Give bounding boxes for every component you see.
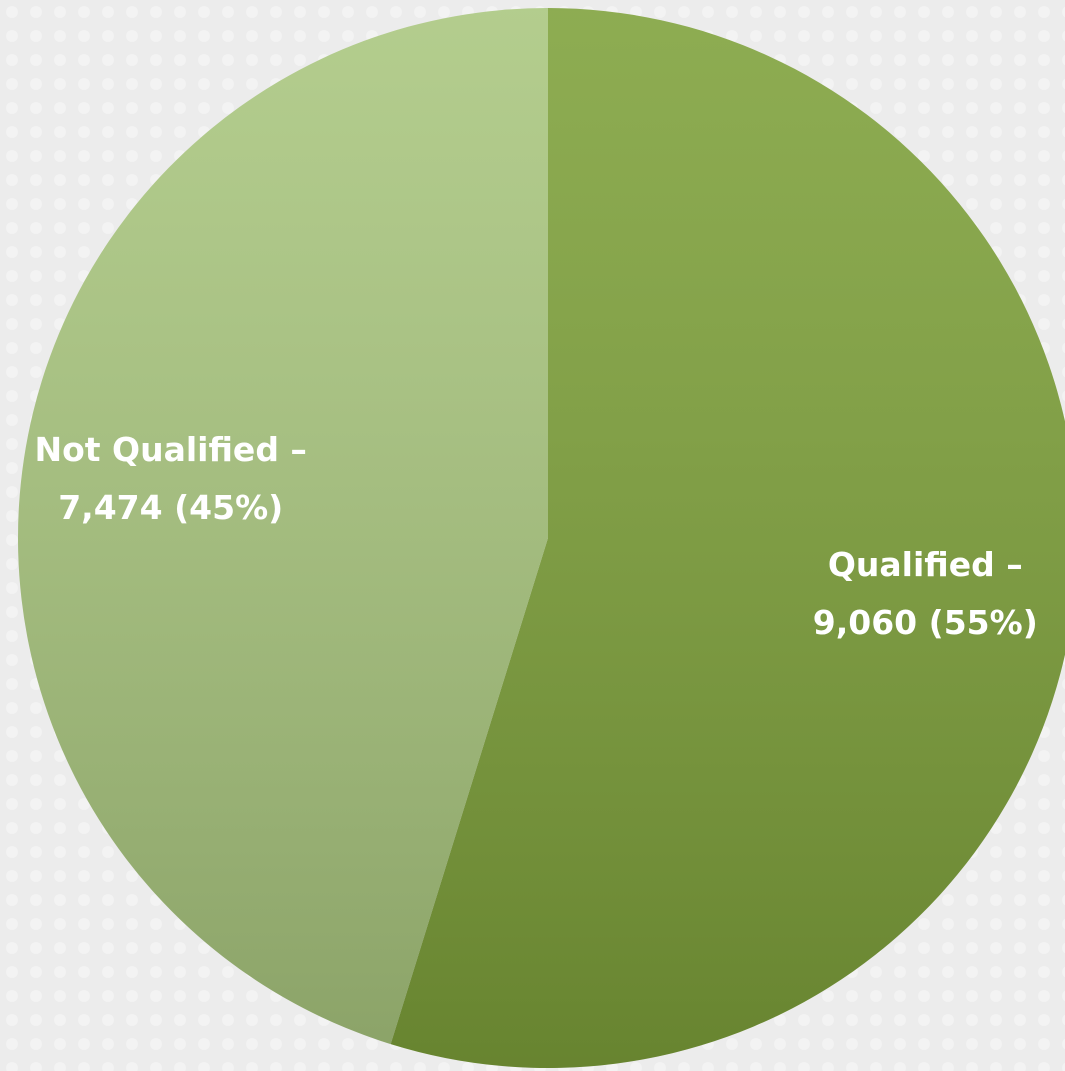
pie	[18, 8, 1065, 1068]
value-label: 9,060 (55%)	[813, 603, 1038, 642]
labels: Qualified – 9,060 (55%) Not Qualified – 7,4…	[34, 430, 1037, 642]
slice-label: Not Qualified –	[34, 430, 306, 469]
slice-label: Qualified –	[828, 545, 1023, 584]
value-label: 7,474 (45%)	[58, 488, 283, 527]
